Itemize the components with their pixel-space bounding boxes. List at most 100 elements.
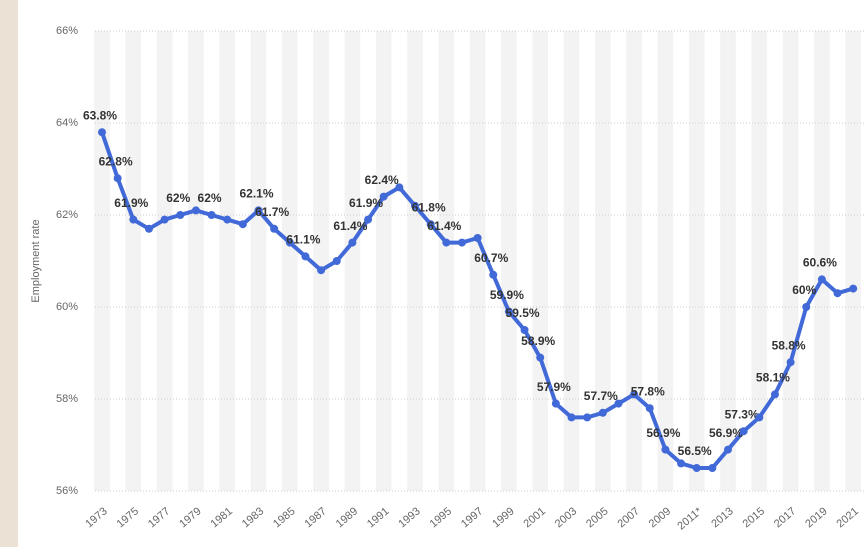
data-label: 61.4%: [427, 219, 461, 233]
data-label: 62.4%: [365, 173, 399, 187]
data-label: 62.1%: [239, 187, 273, 201]
point: [770, 390, 779, 399]
band: [94, 31, 110, 491]
band: [688, 31, 705, 491]
data-label: 60.6%: [803, 256, 837, 270]
point: [739, 427, 748, 436]
data-label: 61.7%: [255, 205, 289, 219]
point: [395, 183, 404, 192]
band: [375, 31, 392, 491]
point: [207, 211, 216, 219]
point: [223, 215, 232, 224]
band: [313, 31, 329, 491]
point: [802, 303, 811, 311]
data-label: 60%: [792, 283, 816, 297]
y-tick-label: 56%: [56, 485, 78, 497]
band: [845, 31, 862, 491]
point: [113, 174, 122, 183]
band: [156, 31, 173, 491]
point: [364, 215, 373, 224]
point: [191, 206, 200, 215]
data-label: 63.8%: [83, 108, 117, 122]
point: [176, 211, 185, 219]
point: [98, 128, 106, 137]
band: [407, 31, 423, 491]
point: [426, 220, 435, 229]
data-label: 61.1%: [286, 233, 320, 247]
band: [626, 31, 642, 491]
point: [567, 413, 576, 422]
point: [598, 408, 607, 417]
data-label: 58.9%: [521, 334, 555, 348]
data-label: 57.8%: [631, 384, 665, 398]
band: [250, 31, 267, 491]
band: [657, 31, 674, 491]
point: [661, 445, 670, 454]
y-tick-label: 62%: [56, 209, 78, 221]
band: [188, 31, 204, 491]
band: [814, 31, 830, 491]
data-label: 56.5%: [678, 444, 712, 458]
band: [501, 31, 517, 491]
point: [348, 238, 357, 247]
point: [849, 284, 858, 293]
point: [270, 224, 279, 233]
point: [129, 215, 138, 224]
point: [144, 224, 153, 233]
y-tick-label: 58%: [56, 393, 78, 405]
y-tick-label: 66%: [56, 25, 78, 37]
point: [708, 464, 717, 472]
point: [724, 445, 732, 454]
data-label: 57.7%: [584, 389, 618, 403]
point: [520, 326, 529, 334]
data-label: 61.9%: [349, 196, 383, 210]
data-label: 60.7%: [474, 251, 508, 265]
y-tick-label: 64%: [56, 117, 78, 129]
point: [160, 215, 169, 224]
point: [457, 238, 466, 247]
data-label: 58.8%: [772, 338, 806, 352]
point: [536, 353, 545, 362]
point: [786, 358, 795, 367]
band: [563, 31, 580, 491]
point: [317, 266, 326, 275]
point: [645, 404, 654, 413]
point: [301, 252, 310, 261]
band: [532, 31, 549, 491]
data-label: 62%: [166, 191, 190, 205]
point: [692, 464, 701, 472]
band: [219, 31, 236, 491]
data-label: 57.3%: [725, 407, 759, 421]
point: [504, 307, 513, 316]
band: [281, 31, 298, 491]
band: [751, 31, 768, 491]
band: [469, 31, 486, 491]
data-label: 56.9%: [646, 426, 680, 440]
data-label: 62.8%: [99, 154, 133, 168]
point: [583, 413, 592, 422]
point: [817, 275, 826, 284]
point: [332, 257, 341, 265]
data-label: 56.9%: [709, 426, 743, 440]
point: [238, 220, 247, 229]
y-tick-label: 60%: [56, 301, 78, 313]
data-label: 61.8%: [412, 200, 446, 214]
point: [473, 234, 482, 242]
band: [782, 31, 799, 491]
point: [411, 201, 419, 210]
data-label: 58.1%: [756, 371, 790, 385]
band: [344, 31, 361, 491]
point: [614, 399, 623, 408]
point: [677, 459, 686, 468]
band: [720, 31, 736, 491]
band: [594, 31, 611, 491]
data-label: 61.4%: [333, 219, 367, 233]
point: [254, 206, 263, 215]
data-label: 61.9%: [114, 196, 148, 210]
point: [551, 399, 560, 408]
y-axis-title: Employment rate: [30, 219, 42, 302]
point: [755, 413, 764, 422]
band: [438, 31, 455, 491]
point: [833, 289, 842, 298]
